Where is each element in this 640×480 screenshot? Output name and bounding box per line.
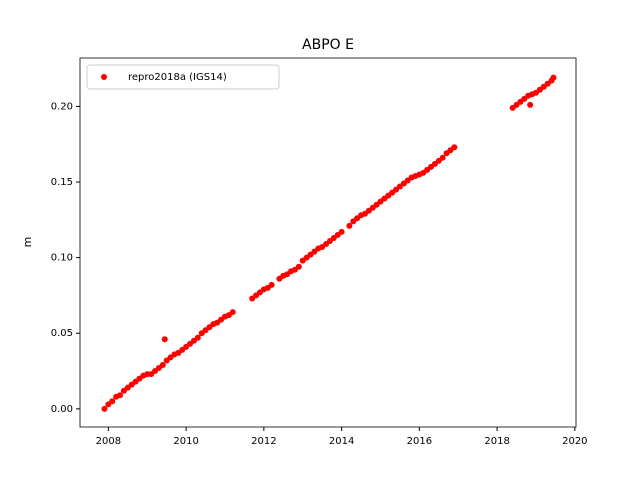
point [161, 336, 168, 343]
point [117, 392, 124, 399]
point [527, 101, 534, 108]
legend-label: repro2018a (IGS14) [128, 72, 227, 83]
y-axis-label: m [21, 237, 34, 248]
y-tick-label: 0.15 [51, 177, 73, 188]
y-tick-label: 0.20 [51, 101, 73, 112]
point [550, 74, 557, 81]
point [451, 144, 458, 151]
y-tick-label: 0.00 [51, 404, 73, 415]
x-tick-label: 2008 [96, 436, 121, 447]
point [346, 222, 353, 229]
y-tick-label: 0.05 [51, 328, 73, 339]
x-tick-label: 2010 [173, 436, 198, 447]
point [439, 154, 446, 161]
x-tick-label: 2018 [484, 436, 509, 447]
point [159, 361, 166, 368]
point [268, 281, 275, 288]
y-tick-label: 0.10 [51, 253, 73, 264]
x-tick-label: 2020 [562, 436, 587, 447]
plot-frame [79, 57, 577, 428]
point [295, 263, 302, 270]
point [194, 334, 201, 341]
legend-marker [101, 74, 107, 80]
x-tick-label: 2016 [407, 436, 432, 447]
legend-frame [86, 64, 280, 90]
point [109, 398, 116, 405]
x-tick-label: 2014 [329, 436, 354, 447]
x-tick-label: 2012 [251, 436, 276, 447]
point [338, 228, 345, 235]
chart-title: ABPO E [302, 37, 354, 53]
point [229, 309, 236, 316]
point [101, 405, 108, 412]
